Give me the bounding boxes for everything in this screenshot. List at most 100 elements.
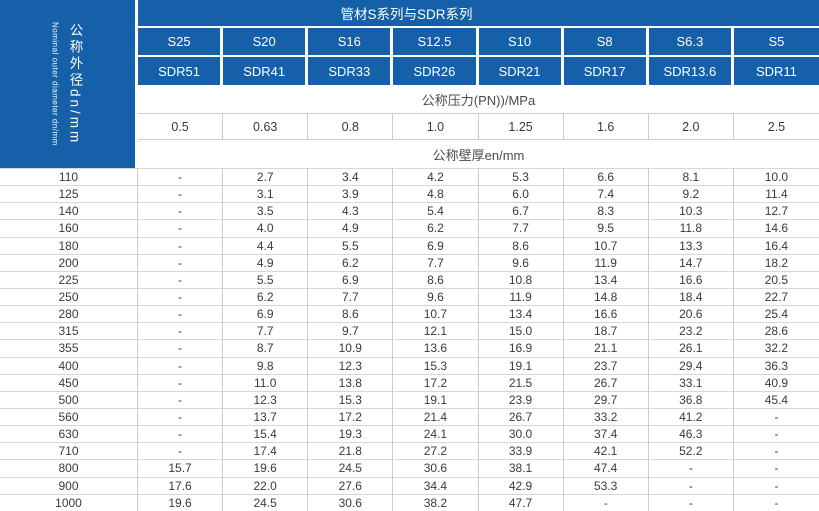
wall-thickness-cell: 47.7 — [478, 493, 564, 511]
wall-thickness-cell: - — [138, 442, 224, 460]
wall-thickness-cell: 20.5 — [733, 270, 819, 288]
wall-thickness-cell: 8.1 — [648, 168, 734, 186]
wall-thickness-cell: 26.7 — [478, 407, 564, 426]
wall-thickness-cell: 7.7 — [393, 253, 479, 271]
wall-thickness-cell: 4.3 — [308, 202, 394, 220]
dn-cell: 800 — [0, 459, 138, 477]
wall-thickness-cell: 47.4 — [563, 459, 649, 477]
wall-thickness-cell: 4.0 — [223, 219, 309, 237]
wall-thickness-cell: 3.1 — [223, 185, 309, 203]
wall-thickness-cell: 17.2 — [308, 407, 394, 426]
wall-thickness-cell: - — [138, 270, 224, 288]
nominal-pressure-value: 0.5 — [138, 113, 224, 140]
wall-thickness-cell: 34.4 — [393, 476, 479, 494]
table-title-bar: 管材S系列与SDR系列 — [138, 0, 819, 28]
wall-thickness-cell: 6.7 — [478, 202, 564, 220]
dn-cell: 400 — [0, 356, 138, 374]
dn-cell: 200 — [0, 253, 138, 271]
s-series-header: S25 — [138, 28, 224, 57]
wall-thickness-cell: 8.7 — [223, 339, 309, 357]
wall-thickness-cell: 12.7 — [733, 202, 819, 220]
wall-thickness-cell: 15.3 — [308, 390, 394, 408]
wall-thickness-cell: 19.6 — [223, 459, 309, 477]
wall-thickness-cell: 8.6 — [308, 305, 394, 323]
sdr-series-header: SDR21 — [478, 57, 564, 85]
dn-cell: 280 — [0, 305, 138, 323]
wall-thickness-cell: - — [138, 287, 224, 306]
wall-thickness-cell: 16.4 — [733, 236, 819, 254]
dn-cell: 140 — [0, 202, 138, 220]
wall-thickness-cell: 20.6 — [648, 305, 734, 323]
wall-thickness-cell: 23.7 — [563, 356, 649, 374]
wall-thickness-cell: 19.6 — [138, 493, 224, 511]
nominal-pressure-value: 2.5 — [733, 113, 819, 140]
wall-thickness-cell: 13.4 — [563, 270, 649, 288]
wall-thickness-cell: 5.5 — [308, 236, 394, 254]
wall-thickness-cell: 7.7 — [478, 219, 564, 237]
wall-thickness-cell: 16.9 — [478, 339, 564, 357]
nominal-pressure-value: 0.8 — [308, 113, 394, 140]
wall-thickness-cell: 4.8 — [393, 185, 479, 203]
table-header: 公称外径dn/mm Nominal outer diameter dn/mm 管… — [0, 0, 819, 168]
wall-thickness-cell: 13.3 — [648, 236, 734, 254]
wall-thickness-cell: 32.2 — [733, 339, 819, 357]
dn-cell: 160 — [0, 219, 138, 237]
dn-cell: 710 — [0, 442, 138, 460]
wall-thickness-cell: 52.2 — [648, 442, 734, 460]
wall-thickness-cell: - — [648, 493, 734, 511]
sdr-series-header: SDR26 — [393, 57, 479, 85]
wall-thickness-cell: 17.2 — [393, 373, 479, 391]
wall-thickness-cell: 22.0 — [223, 476, 309, 494]
nominal-outer-diameter-label-cn: 公称外径dn/mm — [67, 22, 83, 146]
wall-thickness-cell: 10.0 — [733, 168, 819, 186]
wall-thickness-cell: 10.7 — [393, 305, 479, 323]
wall-thickness-cell: 7.4 — [563, 185, 649, 203]
wall-thickness-cell: 37.4 — [563, 425, 649, 443]
wall-thickness-cell: 29.7 — [563, 390, 649, 408]
sdr-series-header: SDR41 — [223, 57, 309, 85]
wall-thickness-cell: 17.4 — [223, 442, 309, 460]
wall-thickness-cell: 4.9 — [223, 253, 309, 271]
wall-thickness-cell: 2.7 — [223, 168, 309, 186]
wall-thickness-cell: 5.3 — [478, 168, 564, 186]
wall-thickness-cell: 30.0 — [478, 425, 564, 443]
nominal-pressure-value: 1.25 — [478, 113, 564, 140]
table-title: 管材S系列与SDR系列 — [340, 7, 473, 22]
wall-thickness-cell: 6.0 — [478, 185, 564, 203]
wall-thickness-cell: 15.0 — [478, 322, 564, 340]
wall-thickness-cell: 6.2 — [223, 287, 309, 306]
wall-thickness-cell: 11.9 — [478, 287, 564, 306]
wall-thickness-cell: 12.3 — [223, 390, 309, 408]
nominal-pressure-value: 2.0 — [648, 113, 734, 140]
wall-thickness-cell: 6.9 — [223, 305, 309, 323]
wall-thickness-cell: 15.7 — [138, 459, 224, 477]
wall-thickness-cell: 45.4 — [733, 390, 819, 408]
wall-thickness-cell: 4.9 — [308, 219, 394, 237]
wall-thickness-cell: 10.8 — [478, 270, 564, 288]
wall-thickness-cell: 24.5 — [308, 459, 394, 477]
wall-thickness-cell: - — [648, 459, 734, 477]
wall-thickness-cell: 40.9 — [733, 373, 819, 391]
wall-thickness-cell: 9.2 — [648, 185, 734, 203]
wall-thickness-cell: 28.6 — [733, 322, 819, 340]
dn-cell: 110 — [0, 168, 138, 186]
wall-thickness-cell: 11.8 — [648, 219, 734, 237]
wall-thickness-cell: 23.2 — [648, 322, 734, 340]
wall-thickness-cell: 9.5 — [563, 219, 649, 237]
sdr-series-header: SDR33 — [308, 57, 394, 85]
wall-thickness-cell: 6.6 — [563, 168, 649, 186]
s-series-header: S16 — [308, 28, 394, 57]
sdr-series-header: SDR11 — [733, 57, 819, 85]
wall-thickness-cell: 42.9 — [478, 476, 564, 494]
nominal-pressure-value: 1.0 — [393, 113, 479, 140]
wall-thickness-cell: - — [138, 219, 224, 237]
wall-thickness-cell: 11.9 — [563, 253, 649, 271]
wall-thickness-cell: 14.8 — [563, 287, 649, 306]
wall-thickness-cell: - — [733, 459, 819, 477]
wall-thickness-cell: 16.6 — [563, 305, 649, 323]
wall-thickness-cell: - — [138, 236, 224, 254]
wall-thickness-cell: 27.2 — [393, 442, 479, 460]
wall-thickness-cell: 13.7 — [223, 407, 309, 426]
wall-thickness-cell: 18.7 — [563, 322, 649, 340]
